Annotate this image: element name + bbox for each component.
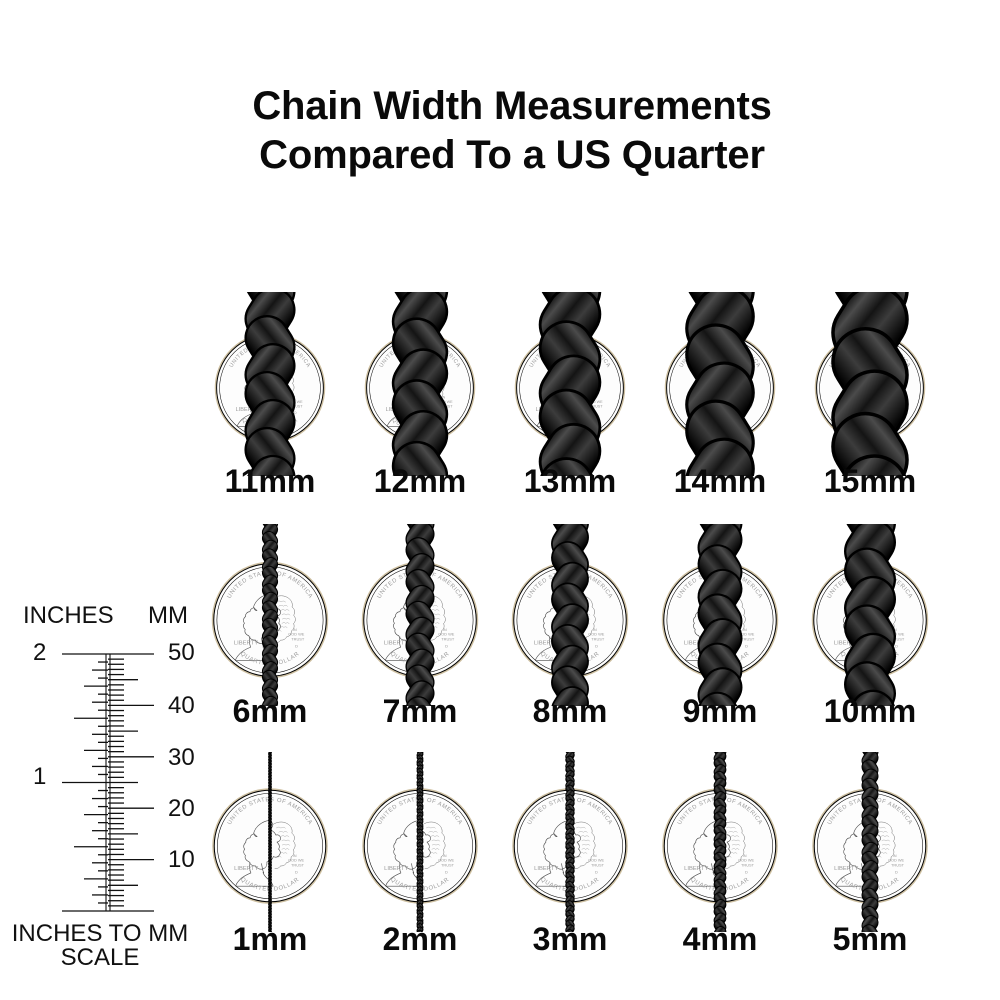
svg-text:10mm: 10mm <box>824 693 917 729</box>
svg-text:5mm: 5mm <box>833 921 908 957</box>
svg-text:1mm: 1mm <box>233 921 308 957</box>
svg-text:SCALE: SCALE <box>61 944 140 971</box>
svg-text:3mm: 3mm <box>533 921 608 957</box>
svg-text:11mm: 11mm <box>225 463 316 499</box>
svg-text:1: 1 <box>33 763 46 790</box>
svg-text:4mm: 4mm <box>683 921 758 957</box>
svg-text:12mm: 12mm <box>374 463 467 499</box>
svg-text:2: 2 <box>33 639 46 666</box>
svg-text:10: 10 <box>168 846 195 873</box>
svg-text:9mm: 9mm <box>683 693 758 729</box>
svg-text:14mm: 14mm <box>674 463 767 499</box>
svg-text:7mm: 7mm <box>383 693 458 729</box>
svg-text:50: 50 <box>168 639 195 666</box>
svg-text:8mm: 8mm <box>533 693 608 729</box>
svg-text:INCHES TO MM: INCHES TO MM <box>12 920 188 947</box>
svg-text:MM: MM <box>148 602 188 629</box>
svg-text:40: 40 <box>168 692 195 719</box>
svg-text:15mm: 15mm <box>824 463 917 499</box>
svg-text:13mm: 13mm <box>524 463 617 499</box>
svg-text:2mm: 2mm <box>383 921 458 957</box>
svg-text:6mm: 6mm <box>233 693 308 729</box>
svg-text:30: 30 <box>168 744 195 771</box>
svg-text:20: 20 <box>168 795 195 822</box>
svg-text:INCHES: INCHES <box>23 602 114 629</box>
